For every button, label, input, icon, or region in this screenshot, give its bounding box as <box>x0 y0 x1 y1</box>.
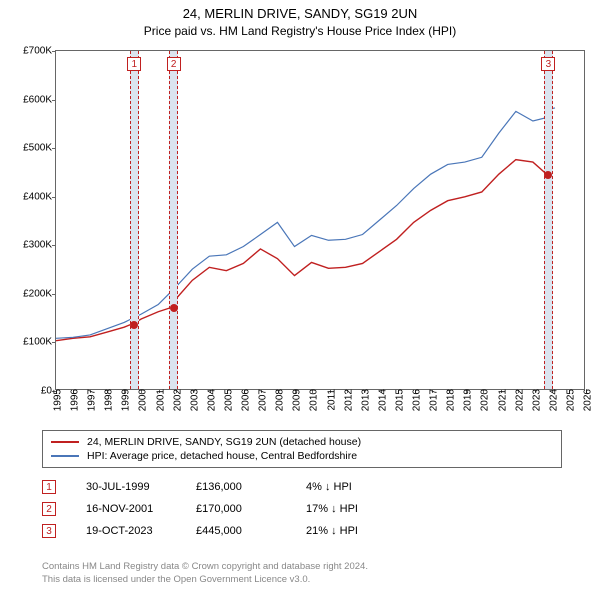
legend-row-hpi: HPI: Average price, detached house, Cent… <box>51 449 553 463</box>
chart-title: 24, MERLIN DRIVE, SANDY, SG19 2UN <box>0 0 600 21</box>
x-axis-label: 2017 <box>425 389 440 411</box>
x-axis-label: 2018 <box>442 389 457 411</box>
x-axis-label: 2002 <box>168 389 183 411</box>
legend-label-hpi: HPI: Average price, detached house, Cent… <box>87 450 357 462</box>
x-axis-label: 2004 <box>202 389 217 411</box>
x-axis-label: 2010 <box>305 389 320 411</box>
chart-area: £0£100K£200K£300K£400K£500K£600K£700K199… <box>55 50 585 390</box>
y-axis-label: £400K <box>23 191 56 202</box>
x-axis-label: 2020 <box>476 389 491 411</box>
x-axis-label: 2024 <box>544 389 559 411</box>
x-axis-label: 2013 <box>356 389 371 411</box>
x-axis-label: 2007 <box>254 389 269 411</box>
x-axis-label: 2000 <box>134 389 149 411</box>
legend-label-property: 24, MERLIN DRIVE, SANDY, SG19 2UN (detac… <box>87 436 361 448</box>
sale-dot <box>170 304 178 312</box>
sale-dot <box>544 171 552 179</box>
chart-plot: £0£100K£200K£300K£400K£500K£600K£700K199… <box>55 50 585 390</box>
x-axis-label: 2025 <box>561 389 576 411</box>
x-axis-label: 2016 <box>408 389 423 411</box>
sales-row-price: £170,000 <box>196 503 276 515</box>
sales-row-date: 19-OCT-2023 <box>86 525 166 537</box>
x-axis-label: 2022 <box>510 389 525 411</box>
legend: 24, MERLIN DRIVE, SANDY, SG19 2UN (detac… <box>42 430 562 468</box>
y-axis-label: £600K <box>23 94 56 105</box>
x-axis-label: 2011 <box>322 389 337 411</box>
sale-band <box>130 51 139 389</box>
sales-row-marker: 2 <box>42 502 56 516</box>
x-axis-label: 1998 <box>100 389 115 411</box>
sale-band <box>544 51 553 389</box>
sales-row-price: £136,000 <box>196 481 276 493</box>
footer-line2: This data is licensed under the Open Gov… <box>42 574 368 586</box>
sales-row-date: 30-JUL-1999 <box>86 481 166 493</box>
y-axis-label: £300K <box>23 240 56 251</box>
y-axis-label: £200K <box>23 288 56 299</box>
footer-line1: Contains HM Land Registry data © Crown c… <box>42 561 368 573</box>
x-axis-label: 2014 <box>373 389 388 411</box>
y-axis-label: £100K <box>23 337 56 348</box>
sales-row: 2 16-NOV-2001 £170,000 17% ↓ HPI <box>42 498 386 520</box>
x-axis-label: 2015 <box>390 389 405 411</box>
sales-row-marker: 1 <box>42 480 56 494</box>
sales-row-date: 16-NOV-2001 <box>86 503 166 515</box>
sale-band <box>169 51 178 389</box>
sales-row-marker: 3 <box>42 524 56 538</box>
sales-row-pct: 21% ↓ HPI <box>306 525 386 537</box>
sales-row-pct: 4% ↓ HPI <box>306 481 386 493</box>
x-axis-label: 2021 <box>493 389 508 411</box>
x-axis-label: 2001 <box>151 389 166 411</box>
x-axis-label: 1996 <box>66 389 81 411</box>
chart-subtitle: Price paid vs. HM Land Registry's House … <box>0 21 600 38</box>
x-axis-label: 2012 <box>339 389 354 411</box>
sales-table: 1 30-JUL-1999 £136,000 4% ↓ HPI 2 16-NOV-2001… <box>42 476 386 542</box>
x-axis-label: 1995 <box>49 389 64 411</box>
x-axis-label: 1999 <box>117 389 132 411</box>
sales-row-price: £445,000 <box>196 525 276 537</box>
sale-marker-box: 2 <box>167 57 181 71</box>
x-axis-label: 2023 <box>527 389 542 411</box>
footer: Contains HM Land Registry data © Crown c… <box>42 561 368 586</box>
y-axis-label: £700K <box>23 46 56 57</box>
legend-row-property: 24, MERLIN DRIVE, SANDY, SG19 2UN (detac… <box>51 435 553 449</box>
sale-marker-box: 3 <box>541 57 555 71</box>
x-axis-label: 2006 <box>237 389 252 411</box>
sales-row: 3 19-OCT-2023 £445,000 21% ↓ HPI <box>42 520 386 542</box>
legend-swatch-property <box>51 441 79 443</box>
sale-dot <box>130 321 138 329</box>
y-axis-label: £500K <box>23 143 56 154</box>
x-axis-label: 2026 <box>579 389 594 411</box>
x-axis-label: 1997 <box>83 389 98 411</box>
sale-marker-box: 1 <box>127 57 141 71</box>
x-axis-label: 2019 <box>459 389 474 411</box>
sales-row-pct: 17% ↓ HPI <box>306 503 386 515</box>
sales-row: 1 30-JUL-1999 £136,000 4% ↓ HPI <box>42 476 386 498</box>
x-axis-label: 2005 <box>219 389 234 411</box>
x-axis-label: 2008 <box>271 389 286 411</box>
x-axis-label: 2003 <box>185 389 200 411</box>
x-axis-label: 2009 <box>288 389 303 411</box>
legend-swatch-hpi <box>51 455 79 457</box>
